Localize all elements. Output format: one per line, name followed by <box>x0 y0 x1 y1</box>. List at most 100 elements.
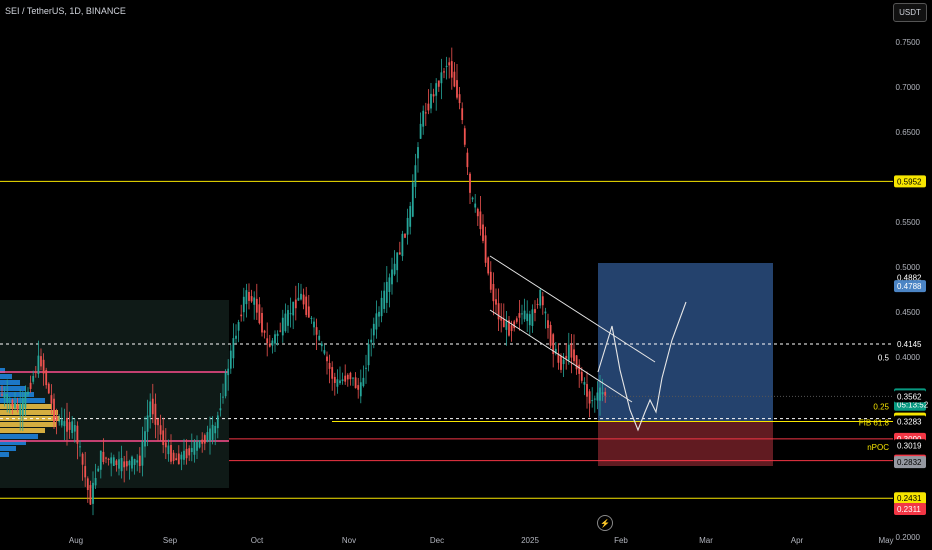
candle-body <box>456 80 458 98</box>
price-label-box <box>894 337 926 350</box>
candle-body <box>502 319 505 328</box>
candle-body <box>328 362 331 369</box>
candle-body <box>518 313 521 318</box>
candle-body <box>440 72 443 84</box>
candle-body <box>463 128 466 145</box>
candle-body <box>68 422 71 430</box>
currency-button[interactable]: USDT <box>893 3 927 22</box>
candle-body <box>144 431 146 447</box>
candle-body <box>599 387 601 401</box>
candle-body <box>177 453 180 465</box>
price-label-box <box>894 503 926 516</box>
candle-body <box>185 448 188 459</box>
candle-body <box>437 80 440 87</box>
candle-body <box>562 359 565 365</box>
candle-body <box>123 461 126 468</box>
candle-body <box>274 334 276 344</box>
candle-body <box>362 377 365 387</box>
candle-body <box>367 344 370 366</box>
candle-body <box>370 339 373 343</box>
candle-body <box>66 417 68 432</box>
candle-body <box>307 306 310 318</box>
candle-body <box>339 380 341 384</box>
candle-body <box>526 313 529 322</box>
stop-zone <box>598 422 773 466</box>
candle-body <box>268 343 271 347</box>
candle-body <box>323 350 326 354</box>
candle-body <box>58 421 61 423</box>
candle-body <box>586 384 588 397</box>
candle-body <box>300 293 302 300</box>
candle-body <box>232 338 235 359</box>
x-tick-label: Dec <box>430 536 444 545</box>
candle-body <box>21 398 24 416</box>
candle-body <box>375 313 378 330</box>
candle-body <box>539 289 542 306</box>
x-tick-label: Mar <box>699 536 713 545</box>
candle-body <box>383 290 386 309</box>
candle-body <box>120 458 123 472</box>
candle-body <box>461 108 464 121</box>
price-label: 05:13:52 <box>897 401 929 410</box>
candle-body <box>136 460 139 463</box>
volume-profile-bar <box>0 410 58 415</box>
price-label: 0.2311 <box>897 505 921 514</box>
candle-body <box>380 297 383 317</box>
candle-body <box>248 291 250 301</box>
candle-body <box>547 320 549 329</box>
candle-body <box>591 400 594 402</box>
price-label: 0.4882 <box>897 274 922 283</box>
candle-body <box>580 371 583 381</box>
candle-body <box>250 296 253 302</box>
price-label-box <box>894 492 926 505</box>
candle-body <box>11 399 14 407</box>
candle-body <box>294 299 297 309</box>
candle-body <box>450 61 453 78</box>
level-label: FIB 61.8 <box>859 419 890 428</box>
candle-body <box>235 335 237 339</box>
candle-body <box>398 252 401 255</box>
candle-body <box>385 281 388 303</box>
candle-body <box>401 233 404 257</box>
candle-body <box>284 313 287 332</box>
candle-body <box>170 444 172 462</box>
candle-body <box>482 224 484 241</box>
candle-body <box>255 298 258 313</box>
candle-body <box>118 459 120 469</box>
x-tick-label: Nov <box>342 536 356 545</box>
candle-body <box>365 367 367 369</box>
candle-body <box>573 349 575 362</box>
candle-body <box>281 317 284 336</box>
candle-body <box>372 323 375 336</box>
volume-profile-bar <box>0 440 26 445</box>
candle-body <box>133 459 136 465</box>
candle-body <box>110 457 113 464</box>
volume-profile-bar <box>0 386 26 391</box>
candle-body <box>263 330 266 333</box>
candle-body <box>16 405 19 410</box>
flash-icon[interactable]: ⚡ <box>597 515 613 531</box>
candle-body <box>216 415 219 429</box>
candle-body <box>71 421 74 433</box>
candle-body <box>154 403 157 425</box>
candle-body <box>359 382 362 397</box>
candle-body <box>222 396 224 398</box>
candle-body <box>471 197 474 200</box>
candle-body <box>349 372 352 380</box>
candle-body <box>489 271 492 290</box>
candle-body <box>159 425 162 435</box>
x-tick-label: Oct <box>251 536 264 545</box>
candle-body <box>443 71 445 73</box>
candle-body <box>570 344 573 358</box>
volume-profile-bar <box>0 368 5 373</box>
candle-body <box>86 478 89 491</box>
candle-body <box>419 123 422 139</box>
candle-body <box>287 310 289 326</box>
candle-body <box>326 356 328 362</box>
volume-profile-bar <box>0 434 38 439</box>
candle-body <box>448 62 451 66</box>
candle-body <box>105 457 107 459</box>
volume-profile-bar <box>0 452 9 457</box>
candle-body <box>391 269 393 285</box>
